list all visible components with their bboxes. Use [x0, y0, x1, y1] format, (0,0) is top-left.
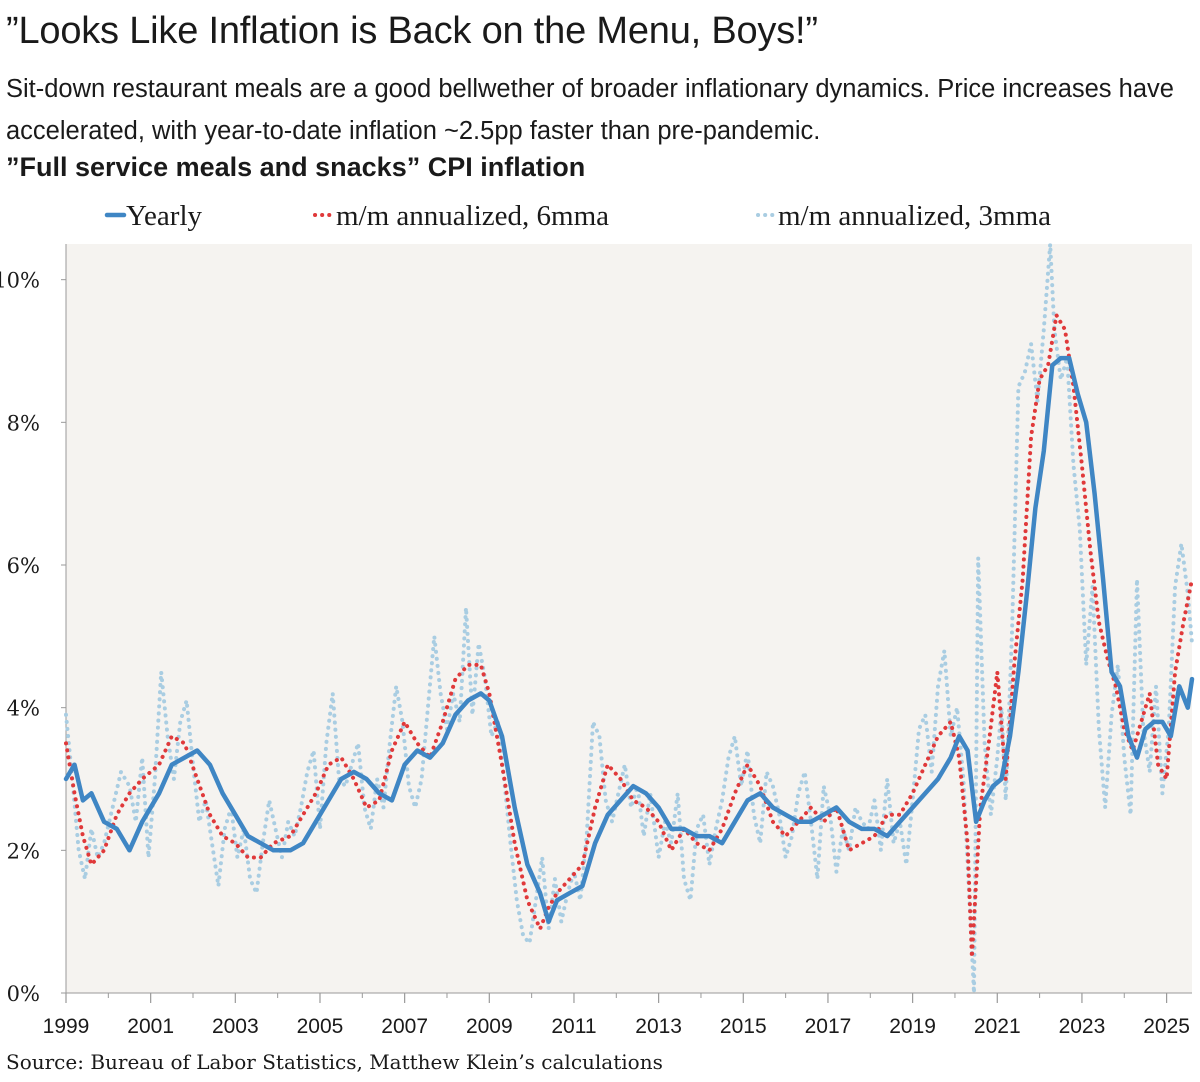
x-tick-label: 2015: [720, 1015, 767, 1038]
legend: Yearly m/m annualized, 6mma m/m annualiz…: [104, 200, 1051, 232]
legend-label-mm3: m/m annualized, 3mma: [778, 200, 1051, 232]
x-tick-label: 2021: [974, 1015, 1021, 1038]
legend-entry-yearly: Yearly: [104, 200, 202, 232]
y-axis: 0% 2% 4% 6% 8% 10%: [0, 244, 67, 1006]
source-note: Source: Bureau of Labor Statistics, Matt…: [6, 1050, 663, 1074]
x-tick-label: 2025: [1143, 1015, 1190, 1038]
x-tick-label: 1999: [43, 1015, 90, 1038]
series-mm3: [64, 242, 1194, 995]
x-tick-label: 2003: [212, 1015, 259, 1038]
x-tick-label: 2001: [127, 1015, 174, 1038]
x-tick-label: 2007: [381, 1015, 428, 1038]
x-tick-label: 2023: [1059, 1015, 1106, 1038]
page-subtitle: Sit-down restaurant meals are a good bel…: [6, 75, 1174, 145]
y-tick-label: 0%: [7, 982, 40, 1006]
x-tick-label: 2017: [805, 1015, 852, 1038]
y-tick-label: 2%: [7, 839, 40, 863]
x-tick-label: 2013: [635, 1015, 682, 1038]
y-tick-label: 6%: [7, 554, 40, 578]
series-layer: [63, 242, 1195, 995]
x-tick-label: 2005: [297, 1015, 344, 1038]
legend-entry-mm6: m/m annualized, 6mma: [313, 200, 609, 232]
cpi-inflation-chart: Yearly m/m annualized, 6mma m/m annualiz…: [0, 200, 1195, 1038]
legend-label-mm6: m/m annualized, 6mma: [336, 200, 609, 232]
legend-entry-mm3: m/m annualized, 3mma: [756, 200, 1051, 232]
legend-label-yearly: Yearly: [126, 200, 202, 232]
x-tick-label: 2009: [466, 1015, 513, 1038]
y-tick-label: 4%: [7, 697, 40, 721]
x-axis: 1999 2001 2003 2005 2007 2009 2011 2013 2015 2017…: [43, 992, 1192, 1038]
x-tick-label: 2019: [889, 1015, 936, 1038]
page-title: ”Looks Like Inflation is Back on the Men…: [6, 10, 818, 52]
y-tick-label: 10%: [0, 269, 40, 293]
series-yearly: [63, 355, 1195, 924]
chart-title: ”Full service meals and snacks” CPI infl…: [6, 152, 586, 182]
x-tick-label: 2011: [551, 1015, 596, 1038]
plot-area: [66, 244, 1192, 993]
y-tick-label: 8%: [7, 411, 40, 435]
